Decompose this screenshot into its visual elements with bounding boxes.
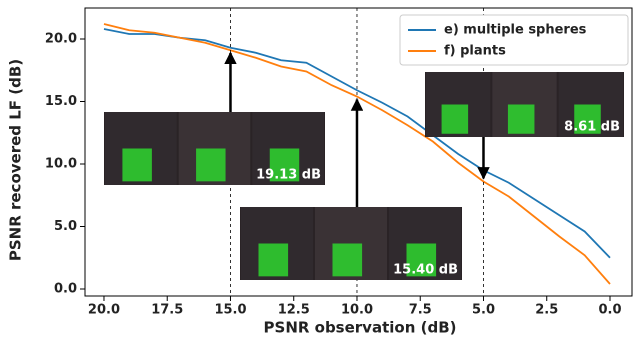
plot-frame [84,7,633,297]
y-tick-label: 5.0 [54,219,77,234]
y-axis-label: PSNR recovered LF (dB) [7,59,25,261]
inset-green [332,243,363,277]
x-tick-label: 7.5 [409,303,432,318]
series-line [103,23,611,285]
inset-label: 8.61 dB [564,120,620,135]
inset-green [196,148,226,182]
legend-label: f) plants [444,44,506,59]
x-tick-label: 15.0 [214,303,246,318]
y-tick-label: 10.0 [45,157,77,172]
inset-image [104,112,325,185]
inset-green [406,243,437,277]
legend-label: e) multiple spheres [444,23,587,38]
x-tick-label: 5.0 [472,303,495,318]
inset-green [269,148,300,182]
x-tick-label: 0.0 [598,303,621,318]
inset-green [122,148,152,182]
y-tick-label: 20.0 [45,32,77,47]
x-axis-label: PSNR observation (dB) [264,319,457,337]
x-tick-label: 20.0 [88,303,120,318]
inset-green [258,243,289,277]
x-tick-label: 12.5 [278,303,310,318]
inset-image [240,207,462,280]
inset-label: 15.40 dB [393,263,458,278]
inset-image [425,72,624,137]
x-tick-label: 10.0 [341,303,373,318]
inset-green [441,104,469,134]
inset-label: 19.13 dB [256,168,321,183]
inset-green [507,104,535,134]
x-tick-label: 17.5 [151,303,183,318]
inset-green [574,104,601,134]
legend-box [399,14,629,66]
x-tick-label: 2.5 [535,303,558,318]
y-tick-label: 15.0 [45,94,77,109]
y-tick-label: 0.0 [54,282,77,297]
